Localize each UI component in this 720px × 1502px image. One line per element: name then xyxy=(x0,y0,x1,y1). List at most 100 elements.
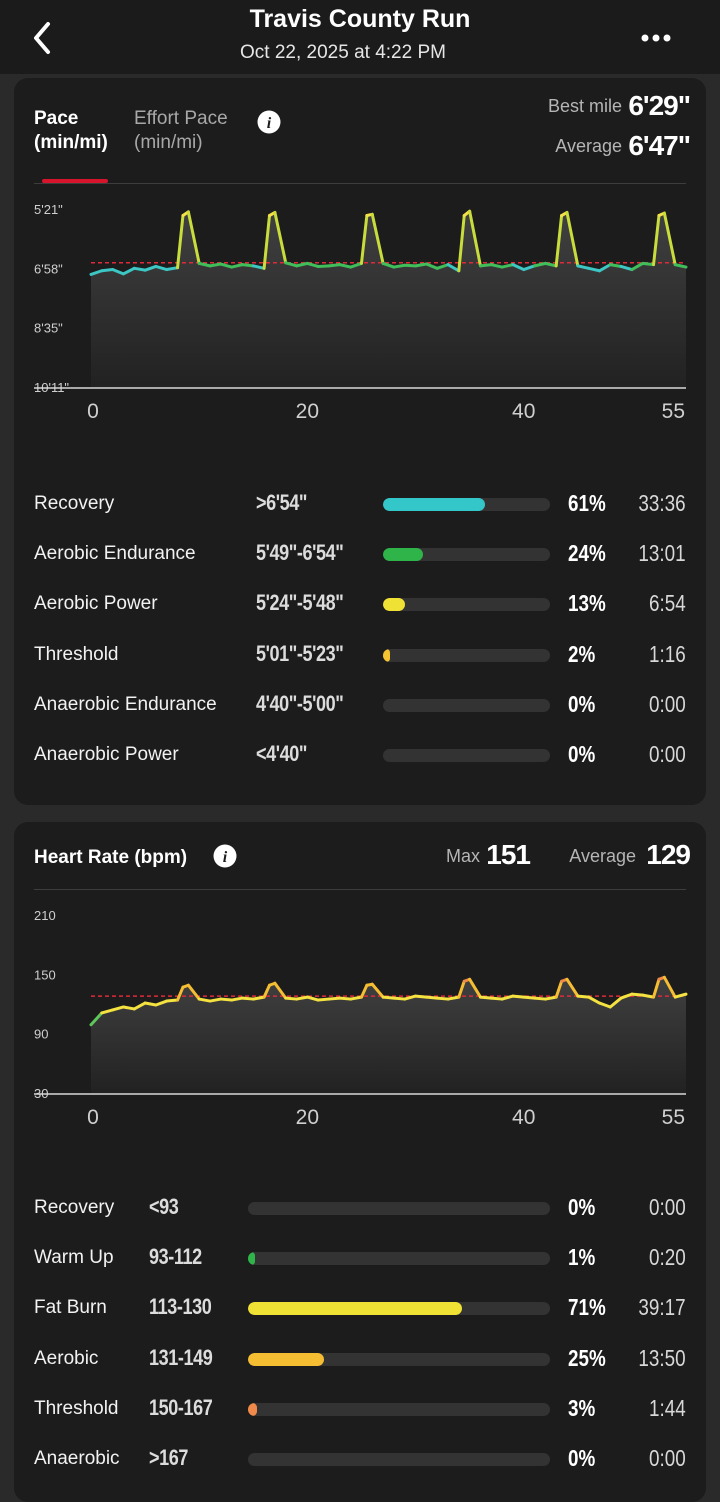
series-segment xyxy=(165,998,180,1003)
series-segment xyxy=(565,977,580,998)
series-segment xyxy=(262,983,271,999)
series-segment xyxy=(230,263,244,269)
series-segment xyxy=(154,999,169,1007)
max-hr-value: 151 xyxy=(486,839,531,870)
tab-effort-pace-unit: (min/mi) xyxy=(134,132,203,153)
series-segment xyxy=(338,263,353,269)
x-tick-label: 0 xyxy=(87,400,99,423)
average-pace-label: Average xyxy=(555,136,622,156)
series-segment xyxy=(359,214,369,265)
zone-bar-fill xyxy=(248,1302,463,1316)
y-tick-label: 6'58" xyxy=(34,261,63,276)
info-icon[interactable]: i xyxy=(257,110,281,134)
zone-bar xyxy=(248,1252,550,1266)
zone-range: 5'24"-5'48" xyxy=(256,590,344,616)
series-segment xyxy=(89,269,104,276)
zone-percent: 0% xyxy=(568,1445,596,1471)
zone-time: 13:01 xyxy=(638,540,686,567)
zone-name: Warm Up xyxy=(34,1247,114,1269)
series-segment xyxy=(554,214,564,268)
zone-percent: 71% xyxy=(568,1294,606,1321)
zone-row: Recovery <93 0% 0:00 xyxy=(34,1192,686,1226)
zone-percent: 0% xyxy=(568,741,596,767)
zone-time: 1:16 xyxy=(649,640,686,667)
series-segment xyxy=(186,983,201,1001)
series-segment xyxy=(576,264,591,270)
zone-bar xyxy=(383,548,550,562)
zone-bar xyxy=(383,648,550,662)
series-segment xyxy=(284,996,299,1001)
series-segment xyxy=(435,996,450,1001)
zone-percent: 0% xyxy=(568,690,596,717)
zone-bar-fill xyxy=(383,598,405,612)
more-options-button[interactable] xyxy=(636,24,676,52)
series-segment xyxy=(554,979,564,999)
series-segment xyxy=(403,263,418,268)
zone-row: Aerobic 131-149 25% 13:50 xyxy=(34,1343,686,1377)
zone-time: 0:00 xyxy=(649,690,686,717)
series-segment xyxy=(251,264,266,270)
zone-bar-fill xyxy=(248,1252,255,1266)
series-segment xyxy=(662,211,677,267)
series-segment xyxy=(619,992,634,1000)
average-pace-value: 6'47" xyxy=(628,130,691,161)
zone-row: Anaerobic Power <4'40" 0% 0:00 xyxy=(34,739,686,773)
series-segment xyxy=(565,210,580,268)
zone-range: 93-112 xyxy=(149,1244,202,1270)
series-segment xyxy=(121,266,136,276)
pace-chart: 5'21"6'58"8'35"10'11"0 20 40 55 xyxy=(34,202,688,423)
zone-bar xyxy=(383,598,550,612)
zone-percent: 2% xyxy=(568,640,596,667)
tab-effort-pace[interactable]: Effort Pace (min/mi) xyxy=(134,107,228,155)
series-segment xyxy=(111,268,125,276)
series-segment xyxy=(392,263,407,269)
zone-bar-fill xyxy=(248,1402,258,1416)
series-segment xyxy=(165,266,180,272)
y-tick-label: 210 xyxy=(34,908,56,923)
hr-divider xyxy=(34,889,686,890)
series-segment xyxy=(100,268,115,273)
series-segment xyxy=(500,994,515,1001)
y-tick-label: 5'21" xyxy=(34,202,63,217)
series-segment xyxy=(89,1011,104,1027)
series-segment xyxy=(673,992,688,999)
pace-card: Pace (min/mi) Effort Pace (min/mi) i Bes… xyxy=(14,78,706,805)
series-segment xyxy=(478,263,493,268)
series-segment xyxy=(132,1001,147,1011)
zone-time: 39:17 xyxy=(638,1294,686,1321)
info-icon[interactable]: i xyxy=(213,844,237,868)
zone-bar-fill xyxy=(248,1352,324,1366)
zone-percent: 3% xyxy=(568,1394,596,1421)
series-segment xyxy=(381,261,396,269)
series-segment xyxy=(630,992,645,997)
series-segment xyxy=(143,264,158,272)
series-segment xyxy=(457,214,466,273)
page-subtitle: Oct 22, 2025 at 4:22 PM xyxy=(240,42,446,63)
series-segment xyxy=(608,263,623,268)
zone-row: Threshold 150-167 3% 1:44 xyxy=(34,1393,686,1427)
series-segment xyxy=(500,263,515,269)
series-segment xyxy=(543,261,558,268)
heart-rate-title: Heart Rate (bpm) xyxy=(34,847,188,868)
series-segment xyxy=(143,1001,158,1007)
zone-percent: 1% xyxy=(568,1244,596,1271)
x-tick-label: 55 xyxy=(662,1106,685,1129)
zone-bar-fill xyxy=(383,498,485,511)
series-segment xyxy=(316,264,331,268)
tab-pace[interactable]: Pace (min/mi) xyxy=(34,107,108,155)
series-segment xyxy=(597,263,612,273)
svg-text:i: i xyxy=(267,115,272,132)
zone-time: 0:00 xyxy=(649,741,686,767)
zone-range: >6'54" xyxy=(256,490,308,515)
top-bar: Travis County Run Oct 22, 2025 at 4:22 P… xyxy=(0,0,720,74)
series-segment xyxy=(359,983,369,999)
zone-percent: 13% xyxy=(568,590,606,617)
series-segment xyxy=(132,266,147,272)
zone-name: Aerobic Power xyxy=(34,593,158,615)
y-tick-label: 8'35" xyxy=(34,321,63,336)
series-segment xyxy=(576,994,591,999)
x-tick-label: 0 xyxy=(87,1106,99,1129)
back-button[interactable] xyxy=(24,16,64,60)
back-arrow-icon xyxy=(34,22,50,54)
